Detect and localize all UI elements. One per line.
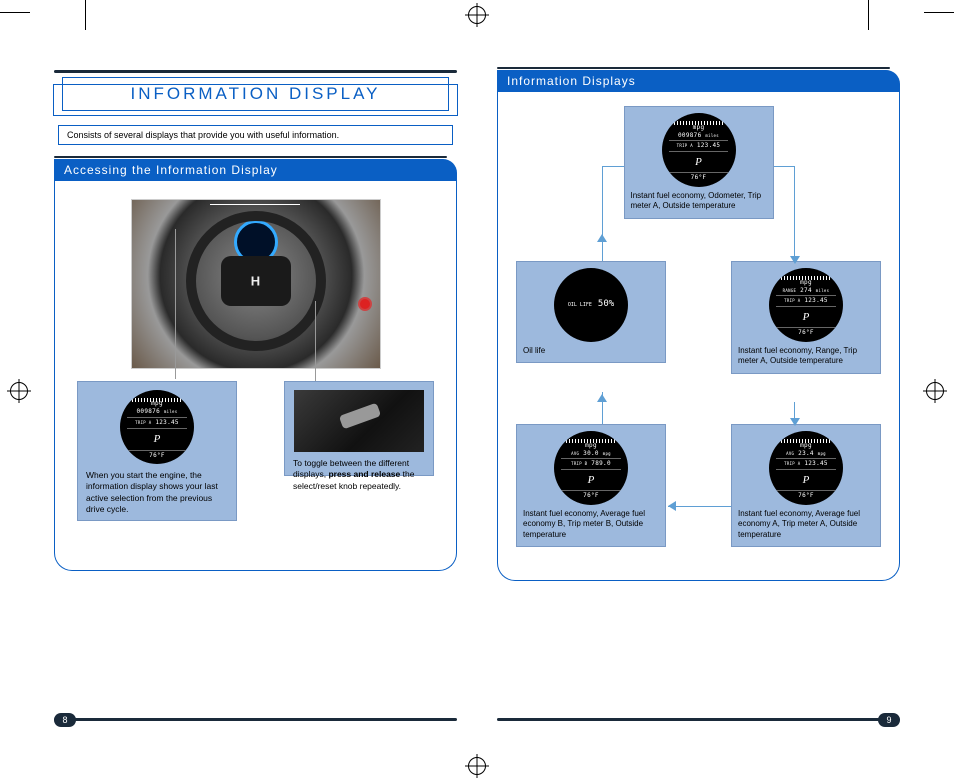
engine-start-button-icon (358, 297, 372, 311)
gauge-display-icon: mpg 009876 miles TRIP A 123.45 P 76°F (120, 390, 194, 464)
gauge-trip: 123.45 (155, 419, 178, 426)
crop-mark (85, 0, 86, 30)
registration-mark-icon (468, 6, 486, 24)
page-number-left: 8 (54, 713, 76, 727)
display-caption: Instant fuel economy, Range, Trip meter … (738, 346, 874, 367)
display-caption: Oil life (523, 346, 659, 356)
gauge-display-icon: mpg AVG 30.0 mpg TRIP B 789.0 P 76°F (554, 431, 628, 505)
display-card-range: mpg RANGE 274 miles TRIP A 123.45 P 76°F… (731, 261, 881, 374)
left-page: INFORMATION DISPLAY Consists of several … (54, 70, 457, 721)
steering-wheel-photo: H (131, 199, 381, 369)
gauge-display-icon: mpg RANGE 274 miles TRIP A 123.45 P 76°F (769, 268, 843, 342)
arrow-down-icon (790, 418, 800, 426)
arrow-up-icon (597, 234, 607, 242)
brand-logo-icon: H (251, 273, 260, 288)
accessing-panel: H mpg 009876 miles TRIP A 123.45 P 76°F (54, 181, 457, 571)
registration-mark-icon (468, 757, 486, 775)
display-card-oil-life: OIL LIFE 50% Oil life (516, 261, 666, 363)
info-card-engine-start: mpg 009876 miles TRIP A 123.45 P 76°F Wh… (77, 381, 237, 521)
title-box: INFORMATION DISPLAY (62, 77, 449, 111)
info-card-knob: To toggle between the different displays… (284, 381, 434, 476)
arrow-left-icon (668, 501, 676, 511)
arrow-up-icon (597, 394, 607, 402)
flow-line (794, 166, 795, 266)
flow-line (668, 506, 738, 507)
page-title: INFORMATION DISPLAY (83, 84, 428, 104)
gauge-display-icon: OIL LIFE 50% (554, 268, 628, 342)
section-heading-accessing: Accessing the Information Display (54, 159, 457, 181)
bottom-rule (497, 718, 900, 721)
page-number-right: 9 (878, 713, 900, 727)
card-text: To toggle between the different displays… (293, 458, 425, 492)
gauge-display-icon: mpg AVG 23.4 mpg TRIP A 123.45 P 76°F (769, 431, 843, 505)
page-spread: INFORMATION DISPLAY Consists of several … (54, 70, 900, 721)
crop-mark (868, 0, 869, 30)
top-rule (54, 70, 457, 73)
title-frame: INFORMATION DISPLAY (54, 77, 457, 121)
display-card-avg-a: mpg AVG 23.4 mpg TRIP A 123.45 P 76°F In… (731, 424, 881, 547)
display-caption: Instant fuel economy, Odometer, Trip met… (631, 191, 767, 212)
right-page: Information Displays (497, 70, 900, 721)
flow-line (602, 166, 603, 266)
display-caption: Instant fuel economy, Average fuel econo… (523, 509, 659, 540)
bottom-rule (54, 718, 457, 721)
gauge-gear: P (154, 432, 161, 447)
registration-mark-icon (10, 382, 28, 400)
gauge-display-icon: mpg 009876 miles TRIP A 123.45 P 76°F (662, 113, 736, 187)
arrow-down-icon (790, 256, 800, 264)
section-heading-displays: Information Displays (497, 70, 900, 92)
crop-mark (924, 12, 954, 13)
crop-mark (0, 12, 30, 13)
select-reset-knob-photo (294, 390, 424, 452)
display-caption: Instant fuel economy, Average fuel econo… (738, 509, 874, 540)
display-card-top: mpg 009876 miles TRIP A 123.45 P 76°F In… (624, 106, 774, 219)
display-cycle-diagram: mpg 009876 miles TRIP A 123.45 P 76°F In… (508, 106, 889, 566)
displays-panel: mpg 009876 miles TRIP A 123.45 P 76°F In… (497, 92, 900, 581)
intro-text: Consists of several displays that provid… (58, 125, 453, 145)
display-card-avg-b: mpg AVG 30.0 mpg TRIP B 789.0 P 76°F Ins… (516, 424, 666, 547)
registration-mark-icon (926, 382, 944, 400)
gauge-odometer: 009876 (137, 408, 160, 415)
gauge-temp: 76°F (149, 452, 165, 460)
card-text: When you start the engine, the informati… (86, 470, 228, 516)
